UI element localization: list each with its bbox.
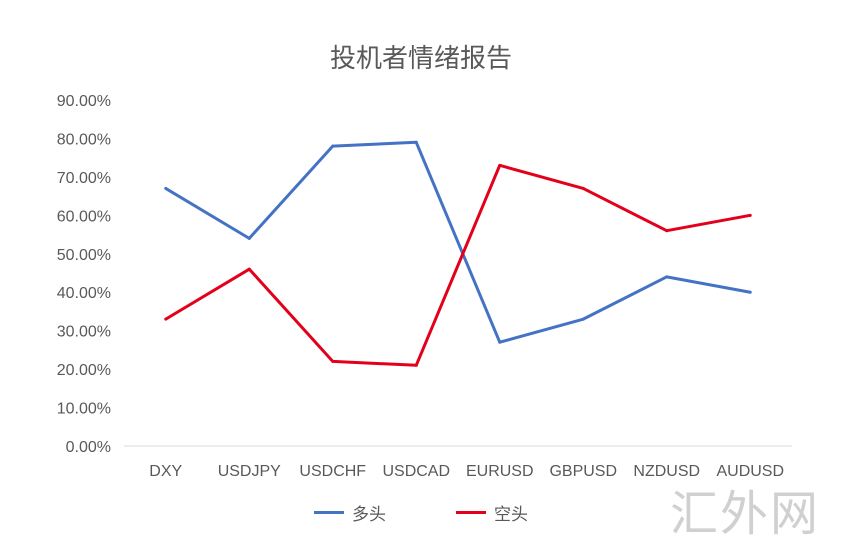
- data-point: [247, 236, 251, 240]
- x-tick-label: EURUSD: [466, 463, 534, 480]
- data-point: [164, 317, 168, 321]
- legend-item-short[interactable]: 空头: [456, 500, 528, 525]
- series-line-long: [164, 140, 751, 344]
- y-tick-label: 10.00%: [57, 401, 111, 418]
- series-line-short: [164, 163, 751, 367]
- legend-swatch-long: [314, 511, 344, 514]
- data-point: [665, 275, 669, 279]
- legend-item-long[interactable]: 多头: [314, 500, 386, 525]
- x-tick-label: AUDUSD: [716, 463, 784, 480]
- x-tick-label: USDJPY: [218, 463, 281, 480]
- data-point: [498, 340, 502, 344]
- data-point: [665, 229, 669, 233]
- data-point: [748, 290, 752, 294]
- legend-label-short: 空头: [494, 505, 528, 525]
- data-point: [498, 163, 502, 167]
- data-point: [331, 144, 335, 148]
- legend-swatch-short: [456, 511, 486, 514]
- legend-label-long: 多头: [352, 505, 386, 525]
- y-tick-label: 60.00%: [57, 208, 111, 225]
- data-point: [414, 140, 418, 144]
- data-point: [247, 267, 251, 271]
- y-tick-label: 20.00%: [57, 362, 111, 379]
- series-layer: [164, 140, 752, 367]
- y-tick-label: 50.00%: [57, 247, 111, 264]
- data-point: [581, 186, 585, 190]
- label-layer: 0.00% 10.00% 20.00% 30.00% 40.00% 50.00% 60.00…: [57, 93, 784, 480]
- data-point: [414, 363, 418, 367]
- y-tick-label: 40.00%: [57, 285, 111, 302]
- y-tick-label: 30.00%: [57, 324, 111, 341]
- x-tick-label: USDCAD: [382, 463, 450, 480]
- y-tick-label: 0.00%: [66, 439, 111, 456]
- legend: 多头 空头: [0, 500, 842, 525]
- watermark-logo: 汇外网: [669, 486, 820, 542]
- x-tick-label: NZDUSD: [633, 463, 700, 480]
- data-point: [748, 213, 752, 217]
- x-tick-label: DXY: [149, 463, 182, 480]
- data-point: [164, 186, 168, 190]
- x-tick-label: USDCHF: [299, 463, 366, 480]
- data-point: [581, 317, 585, 321]
- y-tick-label: 70.00%: [57, 170, 111, 187]
- chart-title: 投机者情绪报告: [329, 44, 512, 74]
- x-tick-label: GBPUSD: [549, 463, 617, 480]
- y-tick-label: 90.00%: [57, 93, 111, 110]
- y-tick-label: 80.00%: [57, 131, 111, 148]
- data-point: [331, 359, 335, 363]
